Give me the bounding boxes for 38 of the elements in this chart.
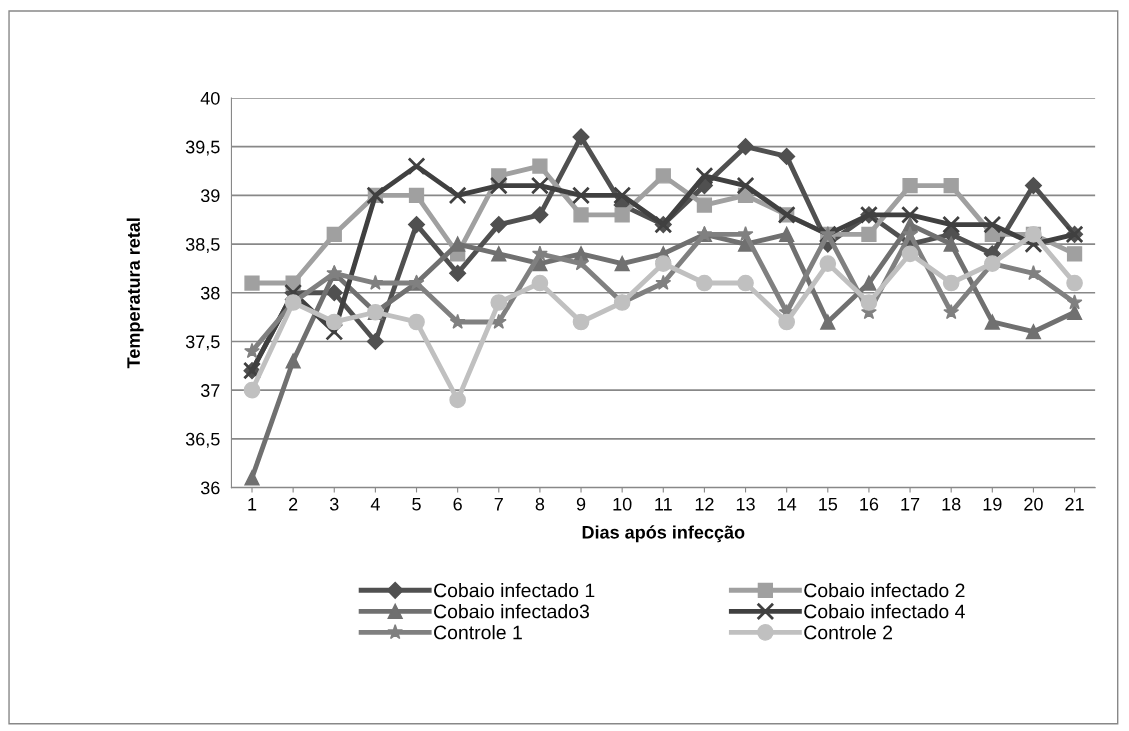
legend-label: Cobaio infectado 4: [804, 604, 965, 619]
y-axis-title: Temperatura retal: [126, 218, 144, 369]
legend-label: Cobaio infectado3: [434, 604, 589, 619]
y-tick-label: 39: [200, 189, 220, 203]
x-tick-label: 12: [695, 497, 714, 511]
legend-label: Cobaio infectado 2: [804, 583, 965, 598]
x-tick-label: 6: [453, 497, 462, 511]
y-tick-label: 37,5: [185, 335, 220, 351]
x-tick-label: 5: [412, 497, 421, 511]
x-axis-title: Dias após infecção: [582, 525, 745, 543]
y-tick-label: 40: [200, 91, 220, 105]
x-tick-label: 15: [819, 497, 838, 511]
y-tick-label: 36: [200, 481, 220, 495]
legend-label: Controle 1: [434, 625, 522, 640]
x-tick-label: 13: [736, 497, 755, 511]
x-tick-label: 21: [1065, 497, 1084, 511]
x-tick-label: 14: [778, 497, 797, 511]
x-tick-label: 20: [1024, 497, 1043, 511]
x-tick-label: 7: [494, 497, 503, 511]
x-tick-label: 1: [248, 497, 257, 511]
x-tick-label: 18: [942, 497, 961, 511]
y-tick-label: 39,5: [185, 140, 220, 156]
y-tick-label: 36,5: [185, 432, 220, 448]
x-tick-label: 17: [901, 497, 920, 511]
x-tick-label: 10: [613, 497, 632, 511]
legend-label: Cobaio infectado 1: [434, 583, 595, 598]
x-tick-label: 8: [535, 497, 545, 511]
y-tick-label: 38,5: [185, 238, 220, 253]
x-tick-label: 16: [860, 497, 879, 511]
x-tick-label: 9: [576, 497, 586, 511]
x-tick-label: 11: [655, 497, 672, 511]
y-tick-label: 37: [200, 384, 220, 397]
x-tick-label: 4: [370, 497, 380, 511]
y-tick-label: 38: [200, 286, 220, 300]
x-tick-label: 19: [983, 497, 1002, 511]
x-tick-label: 2: [289, 497, 298, 511]
legend-label: Controle 2: [804, 625, 893, 640]
x-tick-label: 3: [329, 497, 339, 511]
